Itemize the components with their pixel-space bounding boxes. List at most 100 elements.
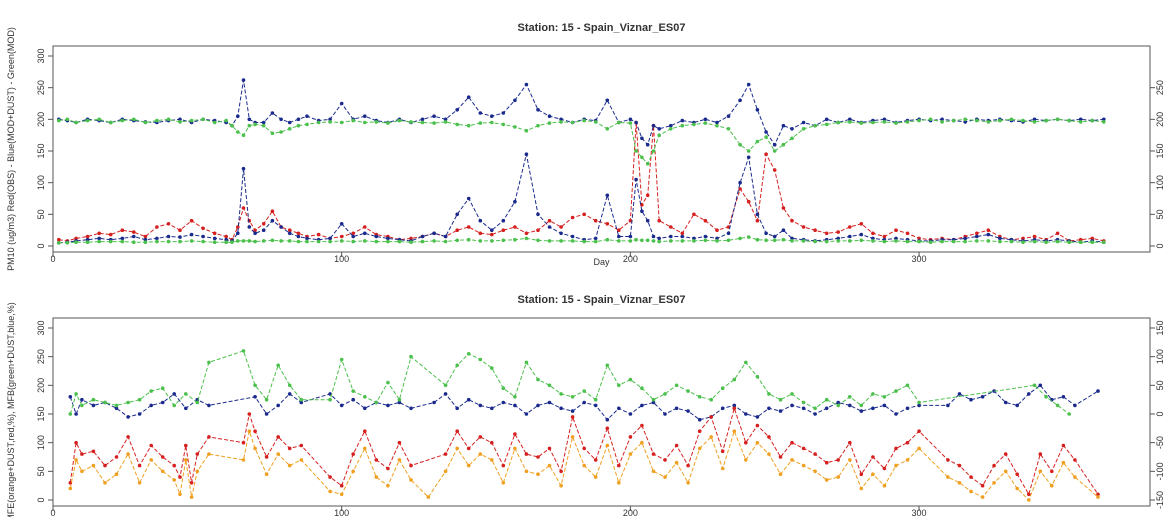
data-point [149,389,153,393]
data-point [74,440,78,445]
data-point [882,483,887,488]
data-point [686,389,690,393]
data-point [570,234,575,239]
y-tick-label: 150 [36,143,46,158]
data-point [261,123,266,128]
data-point [640,440,644,445]
data-point [813,123,817,128]
data-point [501,122,506,127]
data-point [501,400,506,405]
data-point [264,472,269,477]
data-point [790,218,794,223]
y-axis-label: MFE(orange+DUST,red,%), MFB(green+DUST,b… [6,302,16,517]
data-point [363,406,367,411]
data-point [108,120,113,125]
data-point [640,209,644,213]
data-point [746,82,751,87]
data-point [57,118,61,123]
data-point [781,237,786,242]
data-point [697,417,702,422]
data-point [68,486,73,491]
data-point [201,234,205,239]
data-point [351,397,356,402]
data-point [85,234,90,239]
data-point [247,117,252,122]
data-point [126,452,130,456]
data-point [801,239,806,243]
data-point [634,177,638,182]
data-point [455,406,460,411]
data-point [126,415,130,419]
data-point [980,495,985,499]
data-point [513,403,517,408]
data-point [253,239,257,244]
data-point [455,429,460,434]
data-point [617,463,621,468]
data-point [466,463,471,468]
data-point [432,121,436,125]
data-point [224,237,228,242]
data-point [645,218,650,223]
y-tick-label: 300 [36,48,46,63]
data-point [894,463,898,468]
data-point [455,238,460,243]
data-point [201,226,205,231]
data-point [74,236,78,241]
data-point [634,120,638,125]
data-point [946,475,950,479]
data-point [651,400,656,405]
data-point [409,236,413,241]
data-point [339,492,344,497]
data-point [524,236,529,241]
data-point [969,397,973,402]
data-point [97,117,101,122]
right-tick-label: 50 [1155,209,1165,219]
data-point [692,236,696,241]
data-point [443,383,448,388]
data-point [236,130,240,134]
data-point [201,117,205,122]
data-point [746,199,751,204]
data-point [195,452,200,456]
data-point [409,240,413,244]
data-point [634,237,638,242]
data-point [969,489,973,494]
data-point [536,212,540,217]
data-point [166,117,171,122]
data-point [97,239,101,244]
y-tick-label: 0 [36,497,46,502]
data-point [178,239,182,244]
series-4 [68,429,1100,502]
data-point [674,383,679,388]
data-point [975,234,979,239]
data-point [917,118,921,123]
data-point [261,120,266,125]
data-point [328,117,332,122]
data-point [478,218,483,223]
data-point [1027,392,1031,396]
data-point [178,228,182,232]
data-point [726,127,731,131]
data-point [172,403,176,408]
data-point [732,429,737,434]
data-point [363,446,367,451]
data-point [236,231,240,236]
data-point [74,240,78,244]
data-point [582,118,586,123]
data-point [328,489,332,494]
data-point [80,403,84,408]
data-point [501,111,506,115]
series-3 [68,406,1100,497]
data-point [1090,236,1095,241]
data-point [975,231,979,236]
data-point [715,120,719,125]
data-point [738,142,742,147]
x-tick-label: 0 [50,254,55,264]
data-point [386,236,390,241]
data-point [1021,236,1025,241]
data-point [640,403,644,408]
data-point [466,446,471,451]
data-point [270,209,275,213]
data-point [859,238,864,243]
data-point [628,234,633,239]
